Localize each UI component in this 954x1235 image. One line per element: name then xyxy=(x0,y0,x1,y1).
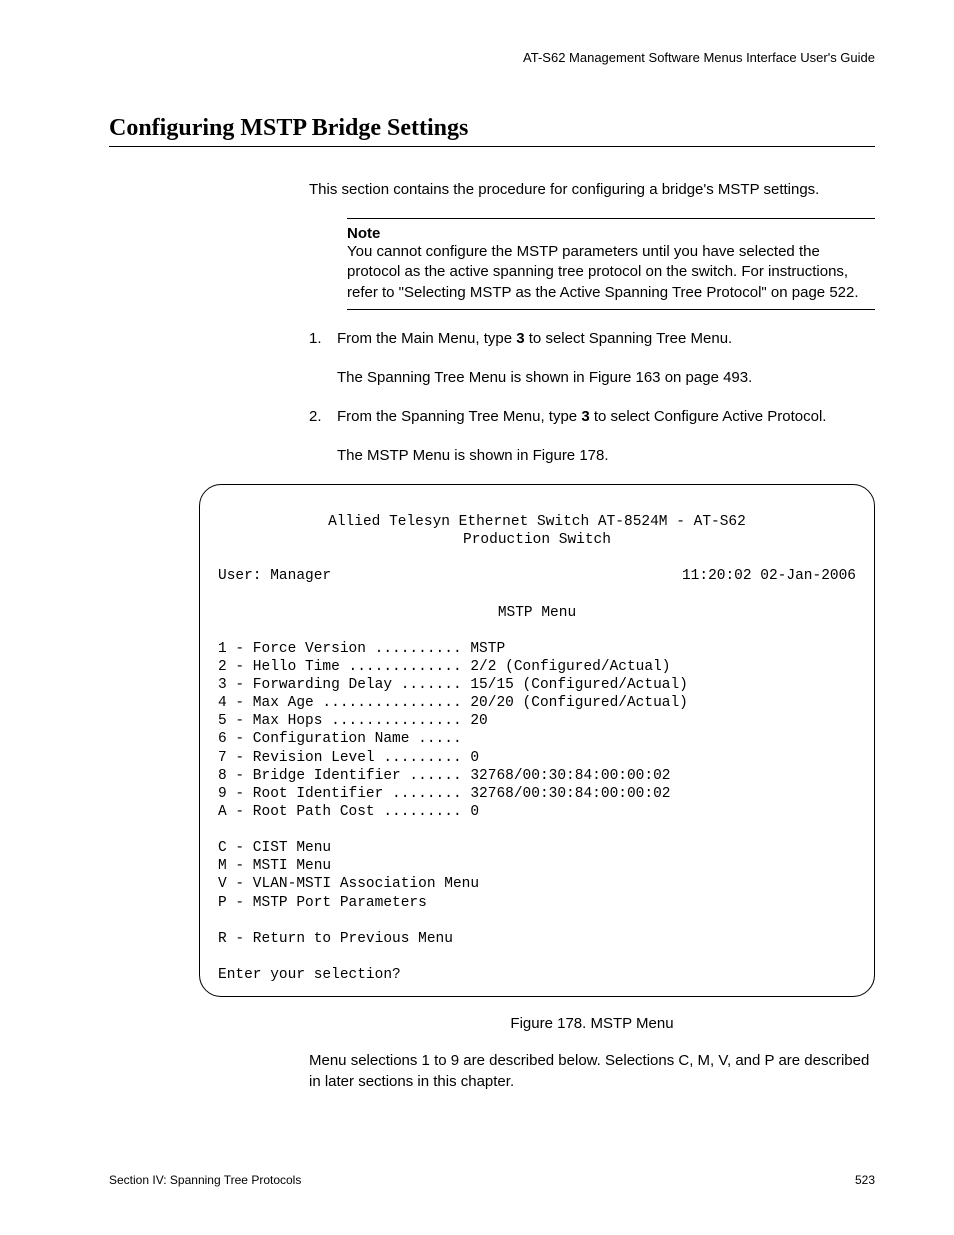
section-title: Configuring MSTP Bridge Settings xyxy=(109,115,875,142)
term-item-7: 7 - Revision Level ......... 0 xyxy=(218,749,856,767)
terminal-screen: Allied Telesyn Ethernet Switch AT-8524M … xyxy=(199,484,875,997)
step-2: From the Spanning Tree Menu, type 3 to s… xyxy=(309,406,875,466)
term-sub-m: M - MSTI Menu xyxy=(218,857,856,875)
step-2-pre: From the Spanning Tree Menu, type xyxy=(337,408,581,425)
term-timestamp: 11:20:02 02-Jan-2006 xyxy=(682,567,856,585)
term-item-1: 1 - Force Version .......... MSTP xyxy=(218,640,856,658)
title-rule xyxy=(109,146,875,147)
note-box: Note You cannot configure the MSTP param… xyxy=(347,218,875,310)
term-item-3: 3 - Forwarding Delay ....... 15/15 (Conf… xyxy=(218,676,856,694)
term-menu-title: MSTP Menu xyxy=(218,604,856,622)
term-item-a: A - Root Path Cost ......... 0 xyxy=(218,803,856,821)
closing-paragraph: Menu selections 1 to 9 are described bel… xyxy=(309,1050,875,1092)
footer-page-number: 523 xyxy=(855,1173,875,1187)
step-1-post: to select Spanning Tree Menu. xyxy=(525,330,733,347)
step-2-bold: 3 xyxy=(581,408,589,425)
step-1-pre: From the Main Menu, type xyxy=(337,330,516,347)
note-text: You cannot configure the MSTP parameters… xyxy=(347,242,875,303)
step-2-post: to select Configure Active Protocol. xyxy=(590,408,827,425)
running-header: AT-S62 Management Software Menus Interfa… xyxy=(109,50,875,65)
term-item-5: 5 - Max Hops ............... 20 xyxy=(218,712,856,730)
figure-caption: Figure 178. MSTP Menu xyxy=(309,1015,875,1032)
term-item-2: 2 - Hello Time ............. 2/2 (Config… xyxy=(218,658,856,676)
term-item-9: 9 - Root Identifier ........ 32768/00:30… xyxy=(218,785,856,803)
term-item-4: 4 - Max Age ................ 20/20 (Conf… xyxy=(218,694,856,712)
footer-section: Section IV: Spanning Tree Protocols xyxy=(109,1173,301,1187)
term-sub-c: C - CIST Menu xyxy=(218,839,856,857)
note-bottom-rule xyxy=(347,309,875,310)
step-1: From the Main Menu, type 3 to select Spa… xyxy=(309,328,875,388)
term-header-1: Allied Telesyn Ethernet Switch AT-8524M … xyxy=(218,513,856,531)
term-header-2: Production Switch xyxy=(218,531,856,549)
note-top-rule xyxy=(347,218,875,219)
intro-paragraph: This section contains the procedure for … xyxy=(309,179,875,200)
term-item-6: 6 - Configuration Name ..... xyxy=(218,730,856,748)
term-user: User: Manager xyxy=(218,567,331,585)
step-1-bold: 3 xyxy=(516,330,524,347)
steps-list: From the Main Menu, type 3 to select Spa… xyxy=(309,328,875,466)
term-item-8: 8 - Bridge Identifier ...... 32768/00:30… xyxy=(218,767,856,785)
term-sub-v: V - VLAN-MSTI Association Menu xyxy=(218,875,856,893)
step-2-sub: The MSTP Menu is shown in Figure 178. xyxy=(337,445,875,466)
term-prompt: Enter your selection? xyxy=(218,966,856,984)
step-1-sub: The Spanning Tree Menu is shown in Figur… xyxy=(337,367,875,388)
term-sub-p: P - MSTP Port Parameters xyxy=(218,894,856,912)
term-return: R - Return to Previous Menu xyxy=(218,930,856,948)
note-label: Note xyxy=(347,225,875,242)
